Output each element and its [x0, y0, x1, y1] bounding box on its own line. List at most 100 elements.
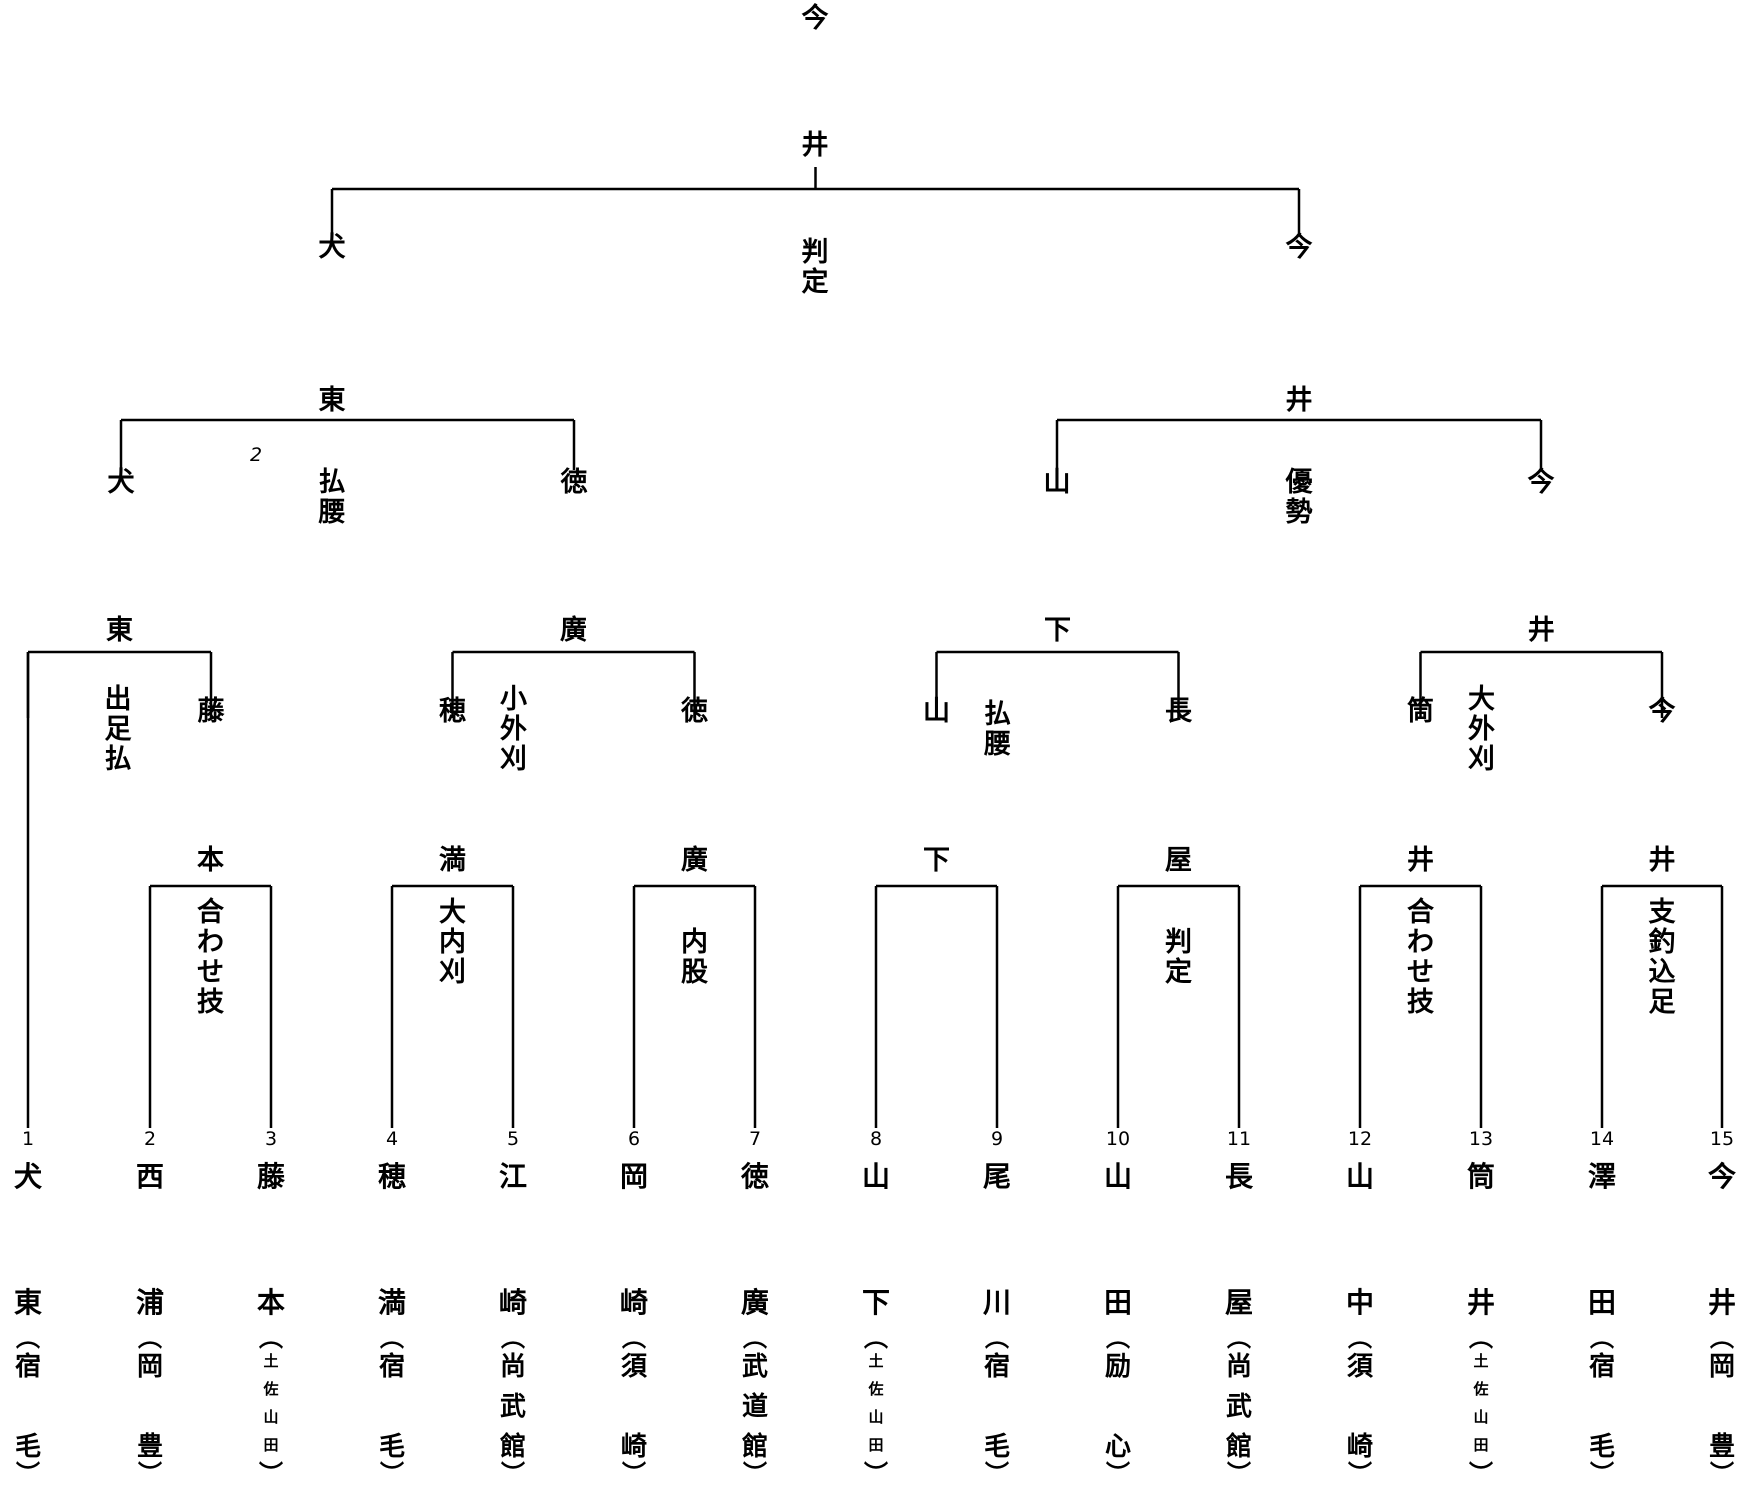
player-8-given: 下 [861, 1286, 890, 1319]
round1-match-4-winner: 下 [923, 845, 950, 876]
paren-open: ︵ [16, 1324, 40, 1352]
paren-open: ︵ [138, 1324, 162, 1352]
paren-close: ︶ [1469, 1460, 1493, 1488]
player-15-given: 井 [1707, 1286, 1736, 1319]
school-char: 豊 [136, 1432, 163, 1462]
player-3-seed: 3 [264, 1128, 278, 1150]
final-left: 犬 [318, 232, 346, 263]
round2-match-1-right: 藤 [197, 696, 225, 727]
final-winner: 井 [801, 130, 829, 161]
round3-match-1-right: 徳 [560, 467, 588, 498]
round1-match-6-winner: 井 [1407, 845, 1434, 876]
round3-match-1-technique: 払腰 [318, 467, 346, 528]
player-11-given: 屋 [1224, 1286, 1253, 1319]
school-char: 尚 [1225, 1352, 1252, 1382]
paren-open: ︵ [1590, 1324, 1614, 1352]
paren-open: ︵ [622, 1324, 646, 1352]
player-9-seed: 9 [990, 1128, 1004, 1150]
paren-open: ︵ [864, 1324, 888, 1352]
player-2-seed: 2 [143, 1128, 157, 1150]
player-14-given: 田 [1587, 1286, 1616, 1319]
player-6-surname: 岡 [619, 1160, 648, 1193]
paren-open: ︵ [985, 1324, 1009, 1352]
player-12-seed: 12 [1347, 1128, 1373, 1150]
player-12-surname: 山 [1345, 1160, 1374, 1193]
round3-match-2-left: 山 [1043, 467, 1071, 498]
paren-open: ︵ [259, 1324, 283, 1352]
player-5-surname: 江 [498, 1160, 527, 1193]
school-char: 励 [1104, 1352, 1131, 1382]
round1-match-5-technique: 判定 [1165, 927, 1192, 988]
school-char: 毛 [378, 1432, 405, 1462]
paren-close: ︶ [864, 1460, 888, 1488]
school-char: 佐 [868, 1380, 884, 1398]
school-char: 土 [1473, 1352, 1489, 1370]
school-char: 岡 [1708, 1352, 1735, 1382]
paren-close: ︶ [259, 1460, 283, 1488]
school-char: 宿 [378, 1352, 405, 1382]
round2-match-1-technique: 出足払 [104, 684, 132, 775]
player-6-seed: 6 [627, 1128, 641, 1150]
round2-match-4-left: 筒 [1407, 696, 1434, 727]
school-char: 田 [868, 1436, 884, 1454]
school-char: 豊 [1708, 1432, 1735, 1462]
player-4-given: 満 [377, 1286, 406, 1319]
round3-match-1-winner: 東 [318, 385, 346, 416]
round3-note: 2 [250, 444, 263, 466]
player-11-surname: 長 [1224, 1160, 1253, 1193]
round2-match-4-winner: 井 [1527, 615, 1555, 646]
school-char: 宿 [983, 1352, 1010, 1382]
school-char: 館 [1225, 1432, 1252, 1462]
player-7-given: 廣 [740, 1286, 769, 1319]
round1-match-1-winner: 本 [197, 845, 224, 876]
school-char: 武 [1225, 1392, 1252, 1422]
round2-match-3-left: 山 [923, 696, 950, 727]
player-15-surname: 今 [1707, 1160, 1736, 1193]
player-14-surname: 澤 [1587, 1160, 1616, 1193]
paren-open: ︵ [1348, 1324, 1372, 1352]
school-char: 岡 [136, 1352, 163, 1382]
school-char: 道 [741, 1392, 768, 1422]
school-char: 佐 [263, 1380, 279, 1398]
player-3-surname: 藤 [256, 1160, 285, 1193]
player-11-seed: 11 [1226, 1128, 1252, 1150]
school-char: 須 [1346, 1352, 1373, 1382]
player-14-seed: 14 [1589, 1128, 1615, 1150]
player-9-surname: 尾 [982, 1160, 1011, 1193]
player-10-given: 田 [1103, 1286, 1132, 1319]
player-2-given: 浦 [135, 1286, 164, 1319]
round3-match-1-left: 犬 [107, 467, 135, 498]
player-13-seed: 13 [1468, 1128, 1494, 1150]
round2-match-3-right: 長 [1165, 696, 1192, 727]
school-char: 武 [741, 1352, 768, 1382]
round3-match-2-winner: 井 [1285, 385, 1313, 416]
round1-match-3-technique: 内股 [681, 927, 708, 988]
school-char: 須 [620, 1352, 647, 1382]
paren-open: ︵ [1469, 1324, 1493, 1352]
round2-match-2-left: 穂 [439, 696, 466, 727]
player-13-given: 井 [1466, 1286, 1495, 1319]
player-7-surname: 徳 [740, 1160, 769, 1193]
paren-open: ︵ [1227, 1324, 1251, 1352]
school-char: 田 [1473, 1436, 1489, 1454]
round1-match-7-technique: 支釣込足 [1648, 897, 1676, 1018]
round2-match-2-winner: 廣 [560, 615, 587, 646]
player-9-given: 川 [982, 1286, 1011, 1319]
round2-match-3-winner: 下 [1044, 615, 1071, 646]
player-6-given: 崎 [619, 1286, 648, 1319]
school-char: 武 [499, 1392, 526, 1422]
school-char: 毛 [14, 1432, 41, 1462]
player-2-surname: 西 [135, 1160, 164, 1193]
school-char: 心 [1104, 1432, 1131, 1462]
round1-match-5-winner: 屋 [1165, 845, 1192, 876]
round3-match-2-right: 今 [1527, 467, 1555, 498]
player-10-seed: 10 [1105, 1128, 1131, 1150]
round1-match-6-technique: 合わせ技 [1407, 897, 1434, 1018]
round1-match-1-technique: 合わせ技 [197, 897, 224, 1018]
player-4-surname: 穂 [377, 1160, 406, 1193]
player-1-seed: 1 [21, 1128, 35, 1150]
round2-match-4-technique: 大外刈 [1468, 684, 1495, 775]
round2-match-4-right: 今 [1648, 696, 1676, 727]
paren-open: ︵ [743, 1324, 767, 1352]
